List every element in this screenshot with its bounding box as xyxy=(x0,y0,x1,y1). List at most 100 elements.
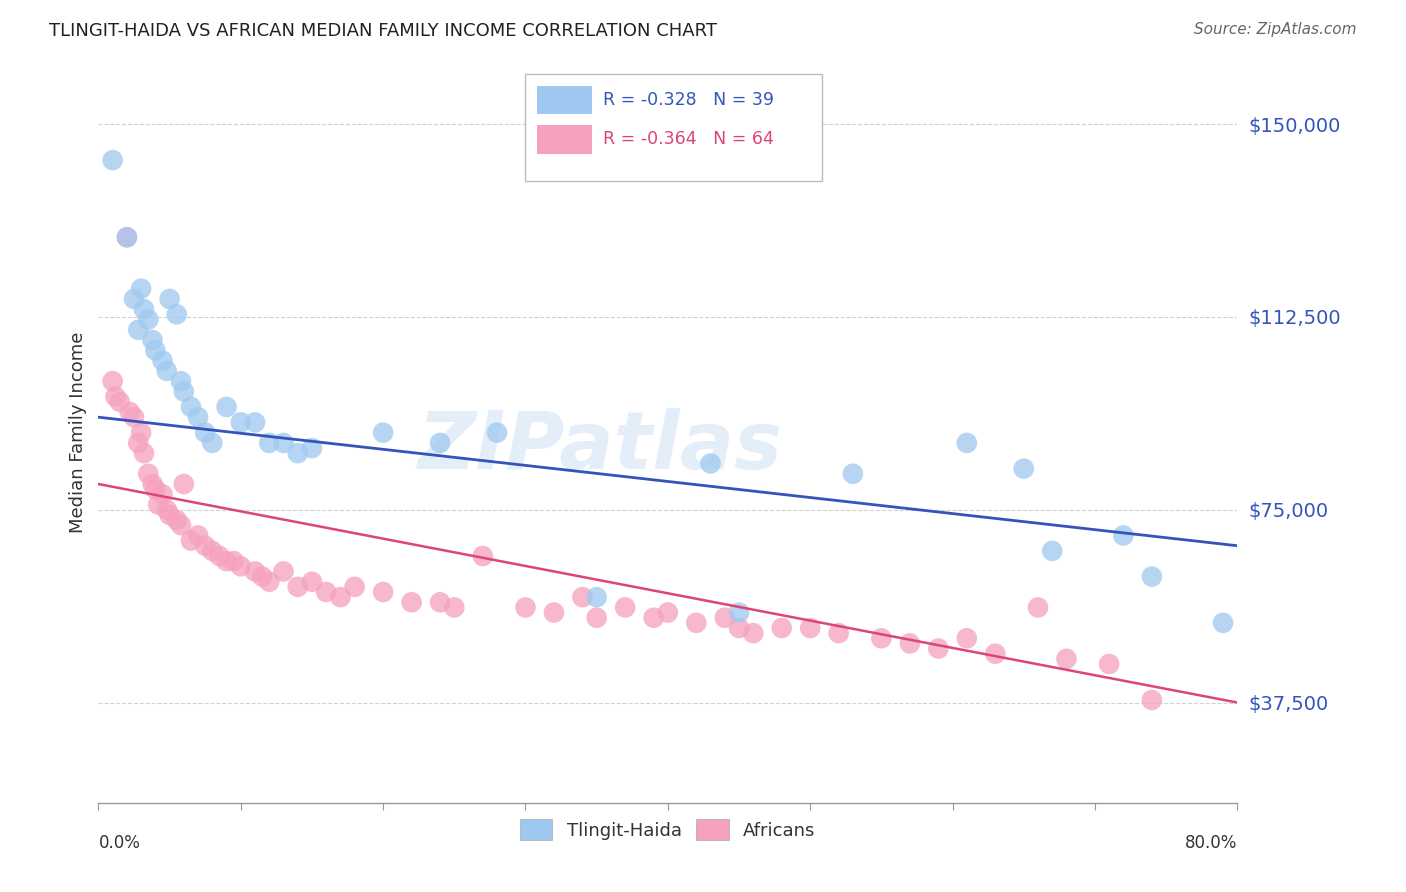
Text: Source: ZipAtlas.com: Source: ZipAtlas.com xyxy=(1194,22,1357,37)
Point xyxy=(273,436,295,450)
Point xyxy=(770,621,793,635)
Point xyxy=(685,615,707,630)
Point xyxy=(173,384,195,399)
Point xyxy=(373,585,395,599)
Point xyxy=(842,467,865,481)
Point xyxy=(159,292,181,306)
Point xyxy=(471,549,494,563)
Point xyxy=(243,565,266,579)
FancyBboxPatch shape xyxy=(537,87,592,114)
Point xyxy=(145,343,167,358)
Point xyxy=(1112,528,1135,542)
Point xyxy=(152,487,174,501)
Point xyxy=(229,559,252,574)
Point xyxy=(259,574,281,589)
Point xyxy=(115,230,138,244)
Point xyxy=(118,405,141,419)
Point xyxy=(127,323,149,337)
Y-axis label: Median Family Income: Median Family Income xyxy=(69,332,87,533)
Point xyxy=(194,425,217,440)
Point xyxy=(180,400,202,414)
Point xyxy=(259,436,281,450)
Point xyxy=(201,544,224,558)
Point xyxy=(187,528,209,542)
Text: R = -0.364   N = 64: R = -0.364 N = 64 xyxy=(603,130,773,148)
Text: TLINGIT-HAIDA VS AFRICAN MEDIAN FAMILY INCOME CORRELATION CHART: TLINGIT-HAIDA VS AFRICAN MEDIAN FAMILY I… xyxy=(49,22,717,40)
Point xyxy=(614,600,637,615)
Point xyxy=(742,626,765,640)
Point xyxy=(148,498,170,512)
Point xyxy=(1026,600,1049,615)
FancyBboxPatch shape xyxy=(537,126,592,153)
Point xyxy=(657,606,679,620)
Text: 80.0%: 80.0% xyxy=(1185,834,1237,852)
Point xyxy=(166,307,188,321)
Point xyxy=(152,353,174,368)
Point xyxy=(1212,615,1234,630)
Point xyxy=(585,590,607,604)
Point xyxy=(127,436,149,450)
Point xyxy=(156,364,179,378)
Point xyxy=(984,647,1007,661)
Point xyxy=(132,302,155,317)
Point xyxy=(101,374,124,388)
Text: ZIPatlas: ZIPatlas xyxy=(418,409,782,486)
Text: R = -0.328   N = 39: R = -0.328 N = 39 xyxy=(603,91,773,109)
Point xyxy=(129,282,152,296)
Point xyxy=(515,600,537,615)
Point xyxy=(343,580,366,594)
Point xyxy=(571,590,593,604)
Point xyxy=(870,632,893,646)
Point xyxy=(927,641,949,656)
Legend: Tlingit-Haida, Africans: Tlingit-Haida, Africans xyxy=(510,811,825,849)
Point xyxy=(315,585,337,599)
Point xyxy=(201,436,224,450)
Point xyxy=(1140,569,1163,583)
Point xyxy=(170,518,193,533)
Point xyxy=(104,390,127,404)
Point xyxy=(208,549,231,563)
Point xyxy=(229,415,252,429)
Point xyxy=(1098,657,1121,671)
Point xyxy=(141,477,163,491)
Point xyxy=(728,621,751,635)
Point xyxy=(273,565,295,579)
Point xyxy=(287,580,309,594)
Point xyxy=(287,446,309,460)
Point xyxy=(728,606,751,620)
Point xyxy=(543,606,565,620)
Point xyxy=(180,533,202,548)
Point xyxy=(108,394,131,409)
Point xyxy=(643,610,665,624)
Point xyxy=(714,610,737,624)
Point xyxy=(222,554,245,568)
FancyBboxPatch shape xyxy=(526,73,821,181)
Point xyxy=(799,621,821,635)
Point xyxy=(956,436,979,450)
Point xyxy=(173,477,195,491)
Point xyxy=(101,153,124,168)
Point xyxy=(170,374,193,388)
Point xyxy=(443,600,465,615)
Point xyxy=(145,482,167,496)
Point xyxy=(401,595,423,609)
Point xyxy=(194,539,217,553)
Point xyxy=(1140,693,1163,707)
Point xyxy=(215,554,238,568)
Point xyxy=(187,410,209,425)
Point xyxy=(115,230,138,244)
Point xyxy=(122,292,145,306)
Point xyxy=(373,425,395,440)
Point xyxy=(250,569,273,583)
Point xyxy=(129,425,152,440)
Point xyxy=(156,502,179,516)
Point xyxy=(828,626,851,640)
Point xyxy=(136,467,159,481)
Point xyxy=(898,636,921,650)
Point xyxy=(301,574,323,589)
Point xyxy=(215,400,238,414)
Point xyxy=(699,457,721,471)
Point xyxy=(429,595,451,609)
Point xyxy=(122,410,145,425)
Point xyxy=(585,610,607,624)
